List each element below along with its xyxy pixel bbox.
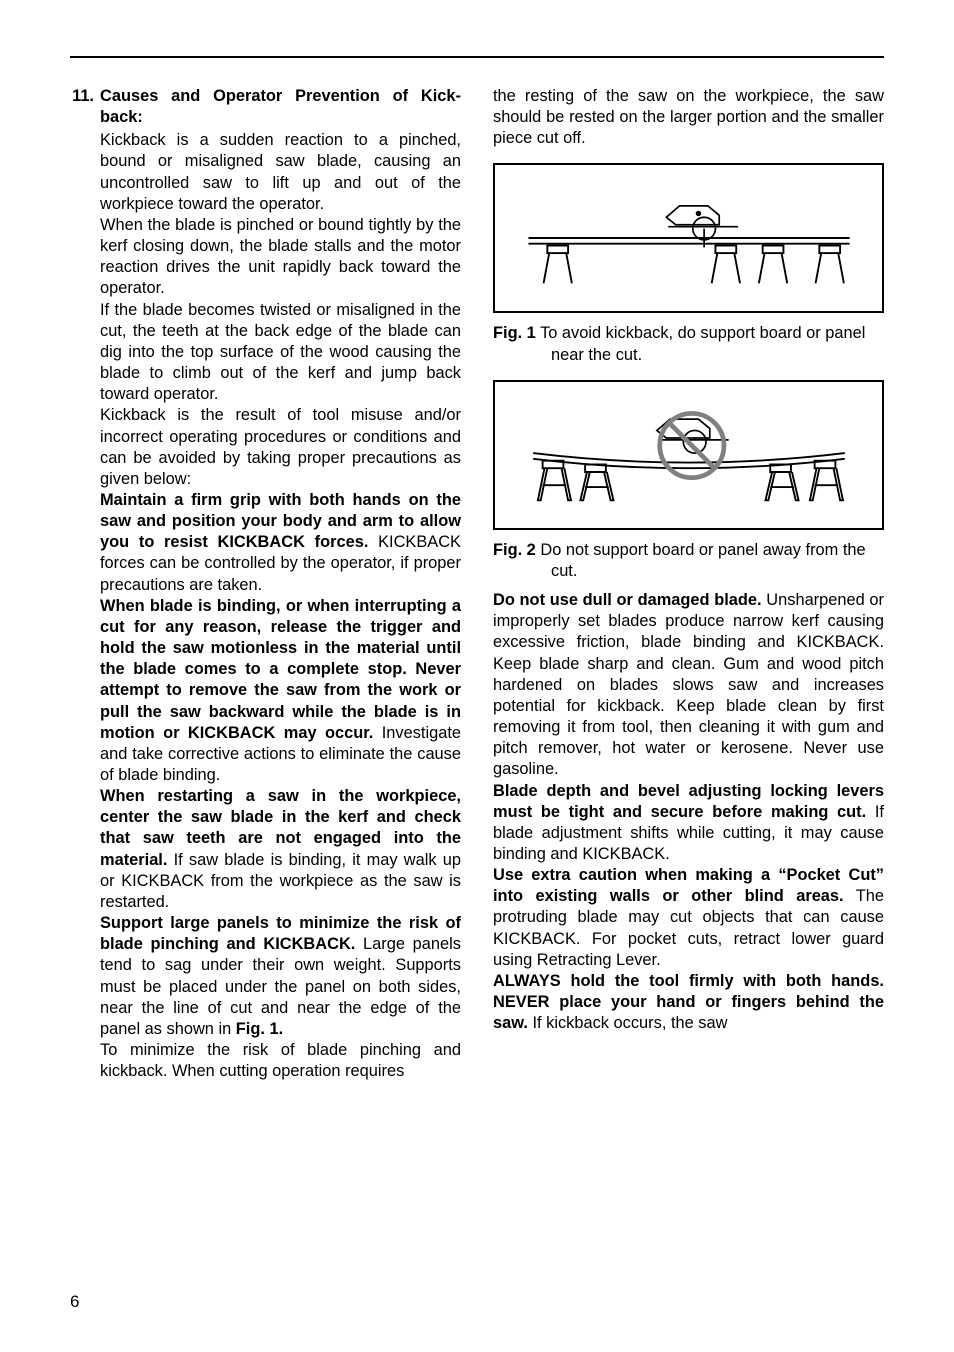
figure-2-box bbox=[493, 380, 884, 530]
paragraph: Do not use dull or damaged blade. Unshar… bbox=[493, 590, 884, 780]
bold-span: Do not use dull or damaged blade. bbox=[493, 591, 762, 609]
figure-1-box bbox=[493, 163, 884, 313]
paragraph: Kickback is a sudden reaction to a pinch… bbox=[100, 130, 461, 215]
caption-label: Fig. 1 bbox=[493, 324, 536, 342]
item-heading: Causes and Operator Prevention of Kick-b… bbox=[100, 86, 461, 128]
text-span: Unsharpened or improperly set blades pro… bbox=[493, 591, 884, 778]
paragraph: When restarting a saw in the workpiece, … bbox=[100, 786, 461, 913]
left-column: 11. Causes and Operator Prevention of Ki… bbox=[70, 86, 461, 1082]
paragraph: Use extra caution when making a “Pocket … bbox=[493, 865, 884, 971]
caption-text: To avoid kickback, do support board or p… bbox=[536, 324, 866, 363]
figure-1-svg bbox=[519, 178, 859, 298]
top-divider bbox=[70, 56, 884, 58]
page-number: 6 bbox=[70, 1292, 79, 1312]
item-body: Kickback is a sudden reaction to a pinch… bbox=[70, 130, 461, 1082]
right-column: the resting of the saw on the workpiece,… bbox=[493, 86, 884, 1082]
figure-1-caption: Fig. 1 To avoid kickback, do support boa… bbox=[493, 323, 884, 365]
caption-text: Do not support board or panel away from … bbox=[536, 541, 866, 580]
paragraph: If the blade becomes twisted or misalign… bbox=[100, 300, 461, 406]
figure-2: Fig. 2 Do not support board or panel awa… bbox=[493, 380, 884, 582]
paragraph: When blade is binding, or when interrupt… bbox=[100, 596, 461, 786]
bold-span: Blade depth and bevel adjusting locking … bbox=[493, 782, 884, 821]
paragraph: Kickback is the result of tool misuse an… bbox=[100, 405, 461, 490]
paragraph: ALWAYS hold the tool firmly with both ha… bbox=[493, 971, 884, 1034]
paragraph: Blade depth and bevel adjusting locking … bbox=[493, 781, 884, 866]
two-column-layout: 11. Causes and Operator Prevention of Ki… bbox=[70, 86, 884, 1082]
caption-label: Fig. 2 bbox=[493, 541, 536, 559]
figure-2-caption: Fig. 2 Do not support board or panel awa… bbox=[493, 540, 884, 582]
figure-2-svg bbox=[519, 395, 859, 515]
paragraph: Maintain a firm grip with both hands on … bbox=[100, 490, 461, 596]
paragraph: the resting of the saw on the workpiece,… bbox=[493, 86, 884, 149]
bold-span: When blade is binding, or when interrupt… bbox=[100, 597, 461, 742]
list-item-11: 11. Causes and Operator Prevention of Ki… bbox=[70, 86, 461, 128]
text-span: If kickback occurs, the saw bbox=[528, 1014, 728, 1032]
paragraph: To minimize the risk of blade pinching a… bbox=[100, 1040, 461, 1082]
bold-span: Use extra caution when making a “Pocket … bbox=[493, 866, 884, 905]
item-number: 11. bbox=[70, 86, 100, 107]
paragraph: When the blade is pinched or bound tight… bbox=[100, 215, 461, 300]
paragraph: Support large panels to minimize the ris… bbox=[100, 913, 461, 1040]
bold-span: Fig. 1. bbox=[236, 1020, 283, 1038]
figure-1: Fig. 1 To avoid kickback, do support boa… bbox=[493, 163, 884, 365]
